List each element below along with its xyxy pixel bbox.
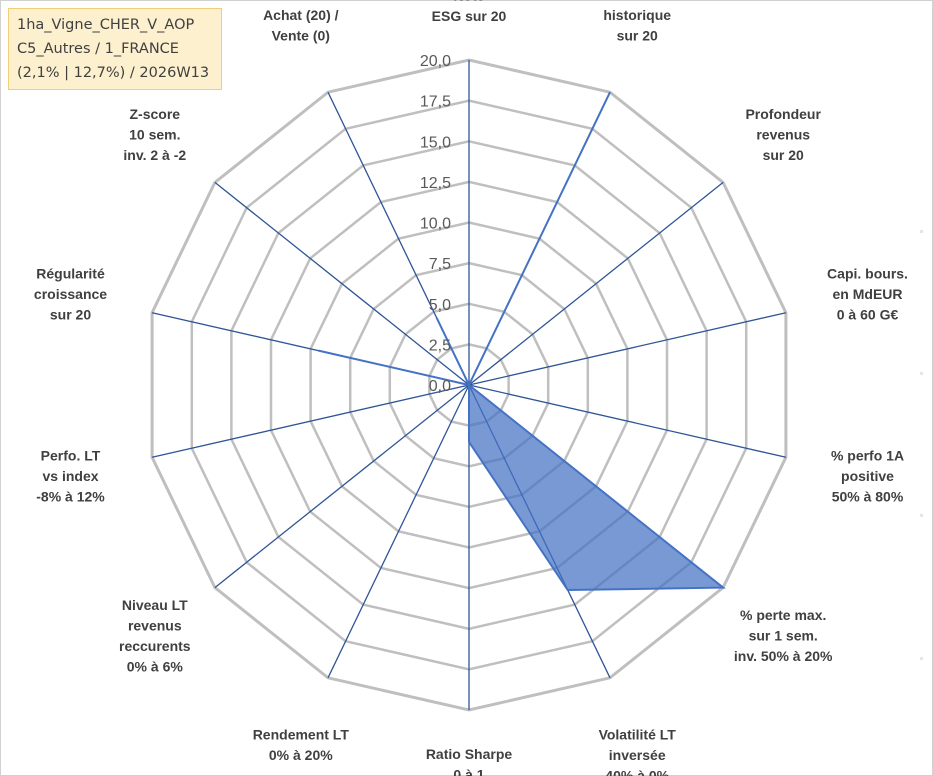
fund-info-box: 1ha_Vigne_CHER_V_AOP C5_Autres / 1_FRANC… [8, 8, 222, 90]
axis-spoke [468, 181, 724, 386]
fund-category: C5_Autres / 1_FRANCE [17, 41, 179, 57]
axis-tick-label: 0,0 [429, 378, 451, 395]
radar-category-labels: Note ESG sur 20 Profondeur historique sur 20… [34, 0, 908, 776]
category-label-line: Achat (20) / [263, 7, 339, 23]
category-label-line: Rendement LT [253, 726, 350, 742]
axis-spoke [151, 384, 470, 458]
category-label: Rendement LT 0% à 20% [253, 726, 350, 763]
category-label: Volatilité LT inversée 40% à 0% [599, 726, 677, 776]
edge-marker [920, 372, 923, 375]
category-label-line: en MdEUR [833, 286, 903, 302]
axis-spoke [214, 181, 470, 386]
category-label-line: Vente (0) [272, 28, 330, 44]
category-label-line: sur 20 [50, 307, 91, 323]
category-label-line: Volatilité LT [599, 726, 677, 742]
category-label-line: Profondeur [745, 106, 821, 122]
category-label-line: historique [603, 7, 671, 23]
axis-tick-label: 5,0 [429, 297, 451, 314]
category-label-line: % perfo 1A [831, 448, 904, 464]
category-label: % perte max. sur 1 sem. inv. 50% à 20% [734, 607, 833, 664]
category-label-line: Momentum [263, 0, 338, 3]
category-label-line: inversée [609, 747, 666, 763]
radar-tick-labels: 0,0 2,5 5,0 7,5 10,0 12,5 15,0 17,5 20,0 [420, 53, 451, 395]
axis-spoke [327, 384, 470, 679]
category-label-line: 0% à 20% [269, 747, 333, 763]
category-label-line: Niveau LT [122, 597, 188, 613]
category-label-line: revenus [128, 617, 182, 633]
series-area [318, 91, 726, 592]
category-label: Profondeur revenus sur 20 [745, 106, 821, 163]
category-label-line: Ratio Sharpe [426, 746, 513, 762]
category-label: Z-score 10 sem. inv. 2 à -2 [123, 106, 186, 163]
category-label-line: Profondeur [599, 0, 675, 3]
axis-tick-label: 12,5 [420, 175, 451, 192]
edge-marker [920, 230, 923, 233]
category-label-line: 50% à 80% [832, 489, 904, 505]
category-label: Niveau LT revenus reccurents 0% à 6% [119, 597, 191, 675]
axis-tick-label: 2,5 [429, 337, 451, 354]
category-label-line: sur 20 [763, 147, 804, 163]
category-label-line: 0 à 60 G€ [837, 307, 899, 323]
axis-tick-label: 17,5 [420, 94, 451, 111]
category-label-line: Capi. bours. [827, 266, 908, 282]
axis-spoke [468, 312, 787, 386]
category-label-line: 0% à 6% [127, 658, 184, 674]
category-label-line: reccurents [119, 638, 191, 654]
axis-tick-label: 7,5 [429, 256, 451, 273]
category-label-line: Note [453, 0, 484, 4]
category-label-line: vs index [42, 468, 98, 484]
edge-marker [920, 514, 923, 517]
category-label-line: sur 20 [617, 28, 658, 44]
category-label: Régularité croissance sur 20 [34, 266, 107, 323]
axis-tick-label: 15,0 [420, 134, 451, 151]
axis-tick-label: 10,0 [420, 216, 451, 233]
radar-series [318, 91, 726, 592]
category-label-line: -8% à 12% [36, 489, 105, 505]
category-label: Perfo. LT vs index -8% à 12% [36, 448, 105, 505]
category-label-line: Régularité [36, 266, 105, 282]
category-label-line: % perte max. [740, 607, 826, 623]
category-label-line: inv. 2 à -2 [123, 147, 186, 163]
category-label: % perfo 1A positive 50% à 80% [831, 448, 904, 505]
category-label: Profondeur historique sur 20 [599, 0, 675, 44]
category-label-line: sur 1 sem. [749, 628, 818, 644]
category-label: Note ESG sur 20 [432, 0, 507, 24]
category-label: Ratio Sharpe 0 à 1 [426, 746, 513, 776]
category-label-line: positive [841, 468, 894, 484]
edge-marker [920, 657, 923, 660]
category-label-line: croissance [34, 286, 107, 302]
category-label-line: Perfo. LT [41, 448, 101, 464]
fund-range-week: (2,1% | 12,7%) / 2026W13 [17, 65, 210, 81]
category-label-line: 0 à 1 [453, 767, 484, 776]
category-label: Momentum Achat (20) / Vente (0) [263, 0, 339, 44]
category-label-line: ESG sur 20 [432, 8, 507, 24]
axis-spoke [214, 384, 470, 589]
category-label-line: 10 sem. [129, 126, 180, 142]
category-label-line: Z-score [130, 106, 181, 122]
axis-spoke [468, 384, 787, 458]
fund-name: 1ha_Vigne_CHER_V_AOP [17, 17, 195, 33]
category-label-line: revenus [756, 126, 810, 142]
category-label-line: inv. 50% à 20% [734, 648, 833, 664]
category-label-line: 40% à 0% [605, 767, 669, 776]
axis-tick-label: 20,0 [420, 53, 451, 70]
category-label: Capi. bours. en MdEUR 0 à 60 G€ [827, 266, 908, 323]
